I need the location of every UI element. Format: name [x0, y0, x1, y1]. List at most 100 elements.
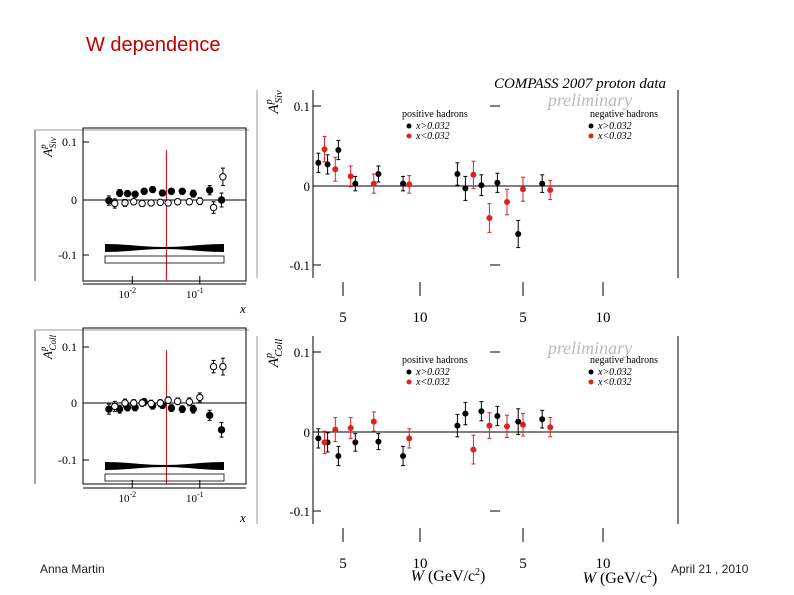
left-panel-0-point: [178, 187, 186, 196]
right-panel-1-xtick-label: 10: [413, 556, 428, 572]
right-panel-1-point: [504, 423, 510, 430]
right-panel-1-point: [406, 435, 413, 442]
right-panel-0-xtick-label: 10: [596, 310, 611, 326]
right-panel-1-xtick-label: 5: [339, 556, 347, 572]
left-panel-0-point: [217, 196, 226, 204]
right-panel-0-legend-left-marker: [406, 123, 412, 129]
left-panel-0-point: [185, 198, 194, 206]
right-panel-0-point: [406, 181, 413, 188]
left-panel-1-xtick-label: 10-2: [118, 490, 136, 505]
left-panel-0-ytick-label: 0.1: [62, 135, 77, 149]
left-panel-1-point: [111, 402, 119, 411]
right-panel-1-point: [321, 439, 328, 446]
left-panel-0-ylabel: ApSiv: [38, 136, 58, 158]
left-panel-1-ytick-label: -0.1: [58, 453, 77, 467]
date-footer: April 21 , 2010: [671, 562, 749, 576]
right-panel-0-ylabel: ApSiv: [264, 90, 285, 115]
right-panel-1-ylabel: ApColl: [264, 339, 285, 369]
right-panel-0-title: COMPASS 2007 proton data: [494, 76, 666, 92]
right-panel-0-point: [478, 182, 485, 189]
right-panel-0-legend-left-entry: x<0.032: [415, 131, 450, 142]
right-panel-0-ytick-label: -0.1: [289, 258, 310, 273]
right-panel-0-point: [547, 187, 554, 193]
right-panel-1-point: [478, 408, 485, 415]
right-panel-0-ytick-label: 0: [304, 179, 311, 194]
left-panel-1-xtick-label: 10-1: [186, 490, 204, 505]
right-panel-1-legend-left-entry: x>0.032: [415, 367, 450, 378]
right-panel-1-legend-right-entry: x>0.032: [597, 367, 632, 378]
right-panel-1-point: [520, 421, 526, 428]
left-panel-1-point: [209, 362, 218, 371]
left-panel-0-point: [140, 187, 148, 196]
right-panel-0-point: [332, 166, 339, 173]
left-panel-0-point: [115, 189, 124, 197]
right-panel-1-point: [400, 453, 407, 459]
left-panel-0-xtick-label: 10-1: [186, 286, 204, 301]
right-panel-1-point: [539, 416, 546, 423]
left-panel-0-point: [123, 189, 132, 198]
slide-title: W dependence: [86, 34, 221, 56]
left-panel-0-xtick-label: 10-2: [118, 286, 136, 301]
right-panel-0-point: [321, 146, 328, 153]
right-panel-0-point: [454, 171, 461, 177]
right-panel-1-legend-right-marker: [588, 369, 594, 375]
left-panel-0-point: [164, 199, 172, 207]
left-panel-0-systematic-band: [105, 244, 224, 252]
left-panel-1-ytick-label: 0: [71, 396, 77, 410]
left-panel-1-point: [156, 399, 165, 407]
right-panel-0-point: [315, 159, 322, 166]
right-panel-1-point: [375, 438, 382, 445]
right-panel-0-point: [539, 180, 546, 187]
right-panel-1-point: [335, 453, 342, 459]
right-panel-1-preliminary: preliminary: [546, 338, 632, 358]
right-panel-1-ytick-label: -0.1: [289, 504, 310, 519]
right-panel-0-legend-right-marker: [588, 133, 594, 139]
left-panel-0-point: [138, 199, 146, 208]
left-panel-1-systematic-band: [105, 462, 224, 470]
left-panel-0-point: [158, 189, 167, 197]
right-panel-1-legend-left-title: positive hadrons: [402, 355, 468, 366]
left-panel-0-point: [219, 173, 227, 181]
right-panel-1-point: [370, 418, 377, 425]
left-panel-1-point: [164, 396, 172, 404]
right-panel-1-point: [347, 425, 354, 431]
right-panel-1-ytick-label: 0.1: [294, 345, 310, 360]
right-panel-0-legend-right-marker: [588, 123, 594, 129]
left-panel-1-ytick-label: 0.1: [62, 340, 77, 354]
right-panel-0-xtick-label: 5: [519, 310, 527, 326]
right-panel-0-point: [462, 185, 469, 192]
left-panel-1-point: [189, 405, 197, 413]
right-panel-0-ytick-label: 0.1: [294, 99, 310, 114]
left-panel-0-point: [209, 203, 218, 212]
right-panel-1-point: [315, 435, 322, 442]
left-panel-0-point: [131, 190, 139, 198]
left-panel-0-ytick-label: -0.1: [58, 248, 77, 262]
right-panel-0-point: [400, 180, 407, 187]
right-panel-0-point: [347, 173, 354, 180]
right-panel-0-point: [486, 215, 493, 221]
right-panel-0-legend-left-entry: x>0.032: [415, 121, 450, 132]
left-panel-0-point: [105, 196, 113, 205]
right-panel-0-legend-right-entry: x>0.032: [597, 121, 632, 132]
right-panel-1-legend-left-entry: x<0.032: [415, 377, 450, 388]
right-panel-0-point: [504, 199, 510, 205]
left-panel-1-point: [147, 399, 155, 408]
left-panel-0-point: [167, 187, 176, 196]
right-panel-1-point: [494, 413, 501, 419]
right-panel-1-ytick-label: 0: [304, 425, 311, 440]
left-panel-1-point: [219, 362, 227, 371]
right-panel-1-xtick-label: 10: [596, 556, 611, 572]
right-panel-0-legend-left-title: positive hadrons: [402, 109, 468, 120]
left-panel-0-point: [111, 199, 119, 208]
right-panel-0-point: [520, 186, 526, 193]
w-axis-label-left: W (GeV/c2): [411, 567, 486, 585]
right-panel-1-point: [515, 418, 522, 425]
right-panel-1-legend-left-marker: [406, 369, 412, 375]
right-panel-0-point: [335, 147, 342, 153]
left-panel-1-ylabel: ApColl: [38, 334, 58, 360]
right-panel-1-point: [332, 426, 339, 433]
left-panel-1-point: [217, 426, 226, 434]
right-panel-1-legend-left-marker: [406, 379, 412, 385]
right-panel-0-legend-left-marker: [406, 133, 412, 139]
right-panel-1-legend-right-marker: [588, 379, 594, 385]
